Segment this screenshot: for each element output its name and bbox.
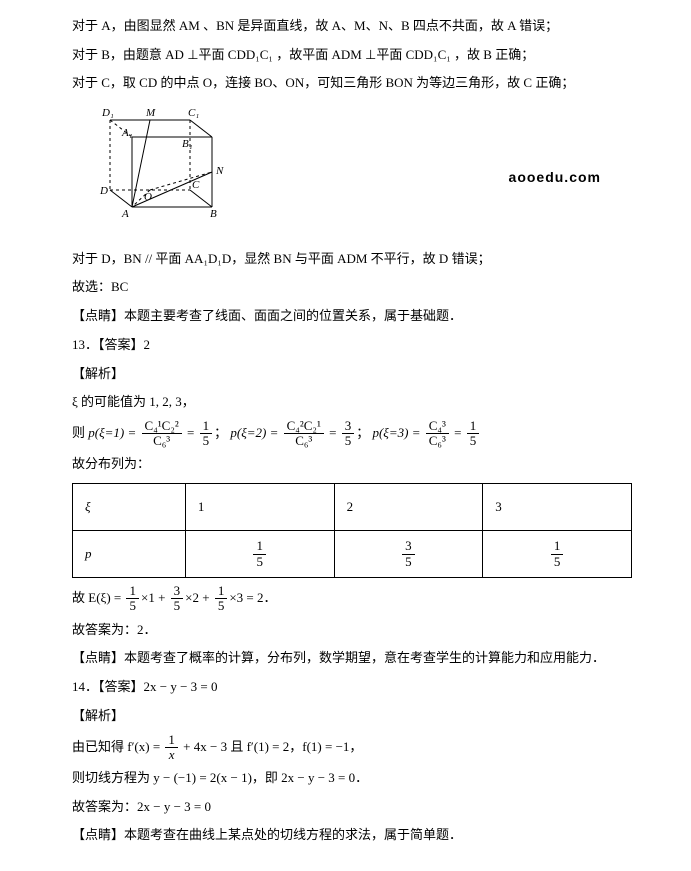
text: p(ξ=3) = — [372, 425, 423, 440]
svg-text:B: B — [210, 208, 217, 220]
text: ×3 = 2． — [229, 590, 276, 605]
text-line: 14．【答案】2x − y − 3 = 0 — [72, 675, 631, 700]
text: 故 E(ξ) = — [72, 590, 124, 605]
table-cell: ξ — [73, 484, 186, 531]
text-line: 对于 C，取 CD 的中点 O，连接 BO、ON，可知三角形 BON 为等边三角… — [72, 71, 631, 96]
text: = — [326, 425, 340, 440]
table-cell: p — [73, 531, 186, 578]
formula-line: 则 p(ξ=1) = C₄¹C₂²C₆³ = 15； p(ξ=2) = C₄²C… — [72, 419, 631, 449]
svg-text:A₁: A₁ — [121, 127, 133, 139]
text-line: 故答案为：2． — [72, 618, 631, 643]
text-line: 【点睛】本题考查了概率的计算，分布列，数学期望，意在考查学生的计算能力和应用能力… — [72, 646, 631, 671]
text-line: 13．【答案】2 — [72, 333, 631, 358]
text-line: ξ 的可能值为 1, 2, 3， — [72, 390, 631, 415]
text-line: 对于 B，由题意 AD ⊥平面 CDD₁C₁ ，故平面 ADM ⊥平面 CDD₁… — [72, 43, 631, 68]
svg-text:C: C — [192, 179, 200, 191]
text: + 4x − 3 且 f′(1) = 2，f(1) = −1， — [180, 738, 362, 753]
text-line: 对于 A，由图显然 AM 、BN 是异面直线，故 A、M、N、B 四点不共面，故… — [72, 14, 631, 39]
text: ； — [214, 425, 227, 440]
text-line: 【点睛】本题主要考查了线面、面面之间的位置关系，属于基础题． — [72, 304, 631, 329]
svg-text:D₁: D₁ — [101, 107, 114, 119]
text-line: 故答案为：2x − y − 3 = 0 — [72, 795, 631, 820]
svg-text:O: O — [144, 191, 152, 203]
text: ×2 + — [185, 590, 213, 605]
formula-line: 由已知得 f′(x) = 1x + 4x − 3 且 f′(1) = 2，f(1… — [72, 733, 631, 763]
distribution-table: ξ 1 2 3 p 15 35 15 — [72, 483, 632, 578]
fraction: C₄³C₆³ — [426, 419, 449, 449]
svg-text:A: A — [121, 208, 129, 220]
text: ； — [356, 425, 369, 440]
text: 则 — [72, 425, 88, 440]
table-cell: 35 — [334, 531, 483, 578]
svg-text:M: M — [145, 107, 156, 119]
text-line: 故选：BC — [72, 275, 631, 300]
text-line: 【解析】 — [72, 704, 631, 729]
text-line: 【点睛】本题考查在曲线上某点处的切线方程的求法，属于简单题． — [72, 823, 631, 848]
fraction: C₄²C₂¹C₆³ — [284, 419, 324, 449]
text: 由已知得 f′(x) = — [72, 738, 163, 753]
text: = — [184, 425, 198, 440]
fraction: 15 — [200, 419, 213, 449]
text: p(ξ=2) = — [230, 425, 281, 440]
fraction: 35 — [171, 584, 184, 614]
page-content: aooedu.com 对于 A，由图显然 AM 、BN 是异面直线，故 A、M、… — [0, 0, 691, 871]
svg-text:N: N — [215, 165, 224, 177]
text: = — [451, 425, 465, 440]
text: p(ξ=1) = — [88, 425, 139, 440]
fraction: 15 — [467, 419, 480, 449]
text: ×1 + — [141, 590, 169, 605]
svg-text:C₁: C₁ — [188, 107, 199, 119]
table-cell: 15 — [483, 531, 632, 578]
text-line: 【解析】 — [72, 362, 631, 387]
fraction: 35 — [342, 419, 355, 449]
formula-line: 故 E(ξ) = 15×1 + 35×2 + 15×3 = 2． — [72, 584, 631, 614]
text-line: 则切线方程为 y − (−1) = 2(x − 1)，即 2x − y − 3 … — [72, 766, 631, 791]
svg-text:B₁: B₁ — [182, 138, 193, 150]
watermark: aooedu.com — [509, 164, 601, 191]
svg-text:D: D — [99, 185, 108, 197]
fraction: C₄¹C₂²C₆³ — [142, 419, 182, 449]
table-cell: 1 — [185, 484, 334, 531]
fraction: 15 — [215, 584, 228, 614]
table-cell: 3 — [483, 484, 632, 531]
text-line: 对于 D，BN // 平面 AA₁D₁D，显然 BN 与平面 ADM 不平行，故… — [72, 247, 631, 272]
fraction: 15 — [126, 584, 139, 614]
fraction: 1x — [165, 733, 178, 763]
table-cell: 15 — [185, 531, 334, 578]
text-line: 故分布列为： — [72, 452, 631, 477]
table-cell: 2 — [334, 484, 483, 531]
